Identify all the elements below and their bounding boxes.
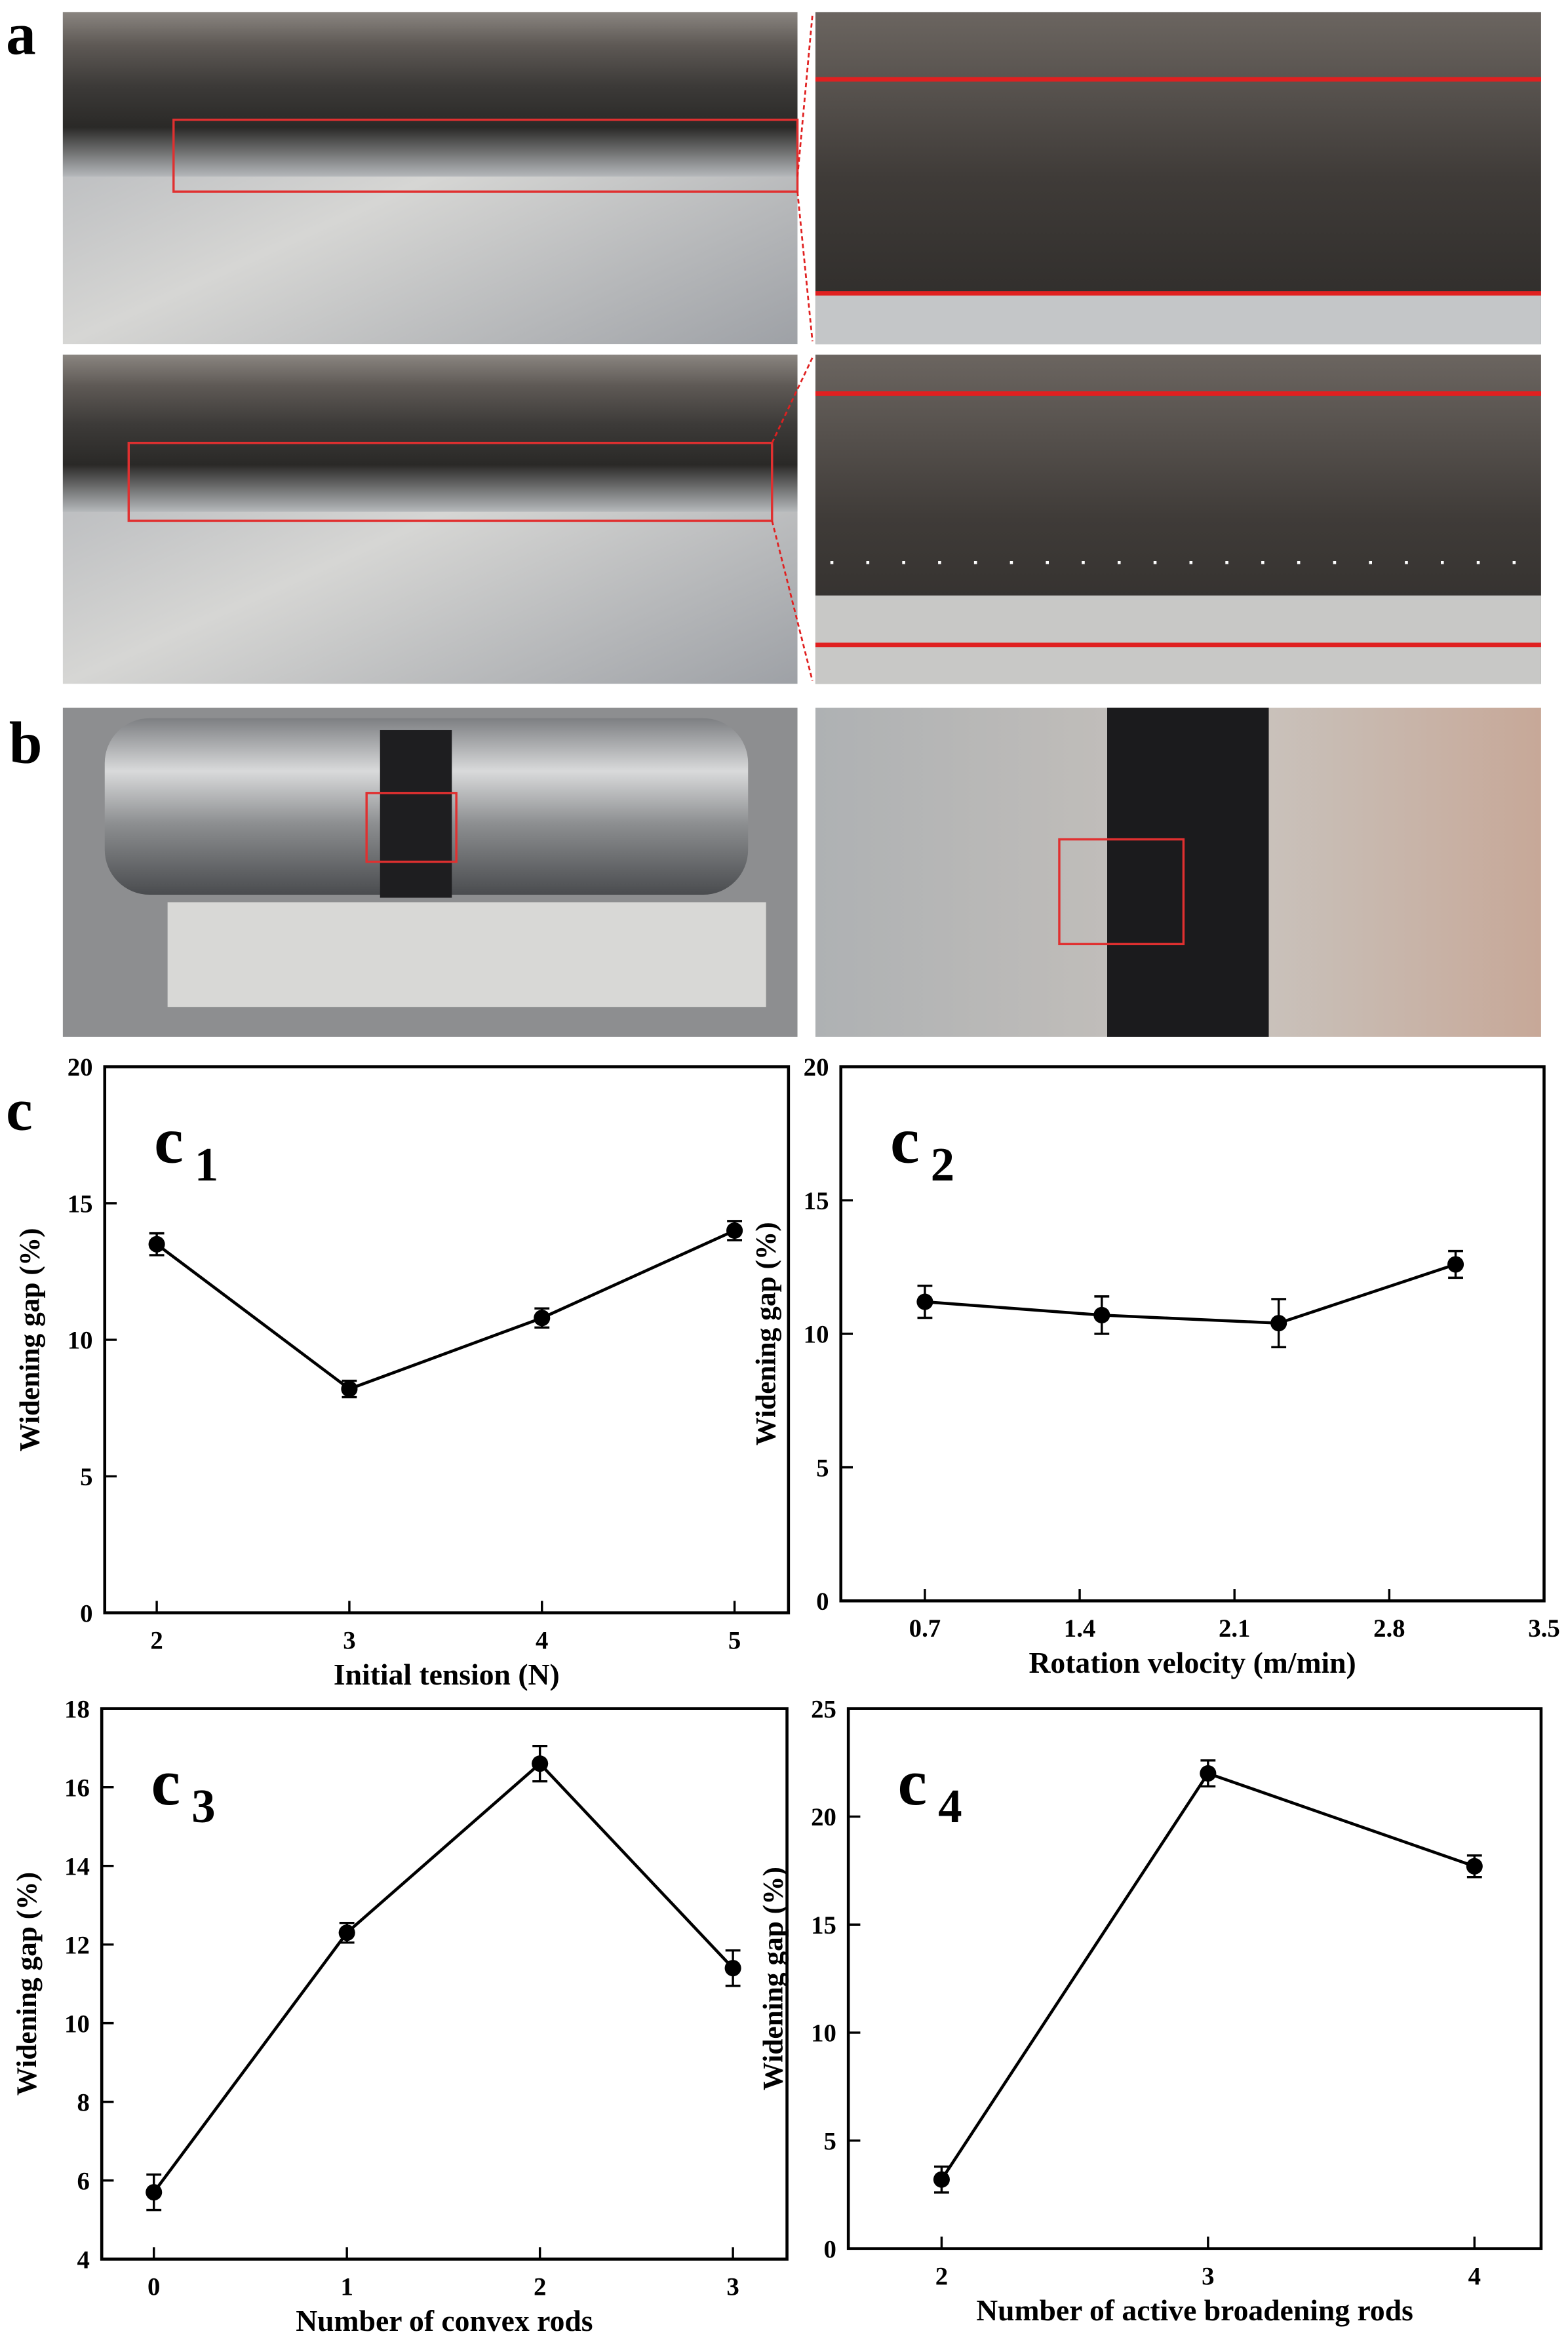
y-tick-label: 5 [823, 2128, 836, 2156]
panel-title-subscript: 2 [931, 1138, 955, 1191]
panel-label: b [9, 710, 43, 776]
panel-title-subscript: 1 [195, 1138, 219, 1191]
data-point [1447, 1256, 1464, 1273]
x-tick-label: 2.8 [1373, 1614, 1405, 1643]
x-tick-label: 0 [147, 2272, 160, 2301]
panel-title-subscript: 4 [938, 1780, 962, 1833]
plot-frame [103, 1065, 791, 1614]
plot-frame [100, 1707, 789, 2261]
y-tick-label: 18 [64, 1695, 90, 1723]
y-axis-title: Widening gap (%) [750, 1222, 781, 1445]
x-tick-label: 2.1 [1219, 1614, 1251, 1643]
panel-title: c [890, 1104, 920, 1177]
x-tick-label: 1.4 [1064, 1614, 1095, 1643]
data-point [148, 1236, 165, 1253]
y-axis-title: Widening gap (%) [11, 1872, 43, 2096]
y-tick-label: 0 [816, 1588, 829, 1616]
data-point [1270, 1315, 1287, 1332]
data-line [924, 1262, 1457, 1325]
y-tick-label: 5 [80, 1463, 92, 1491]
x-tick-label: 3.5 [1528, 1614, 1560, 1643]
panel-title: c [154, 1104, 184, 1177]
x-tick-label: 3 [726, 2272, 739, 2301]
x-tick-label: 3 [343, 1626, 355, 1654]
x-tick-label: 1 [340, 2272, 353, 2301]
x-axis-title: Initial tension (N) [334, 1658, 560, 1691]
panel-label: c [6, 1076, 33, 1142]
x-tick-label: 2 [935, 2262, 948, 2290]
y-tick-label: 8 [77, 2088, 90, 2116]
y-tick-label: 12 [64, 1931, 90, 1959]
data-point [1466, 1858, 1483, 1875]
data-point [146, 2184, 163, 2201]
data-line [155, 1229, 735, 1391]
y-tick-label: 10 [804, 1321, 829, 1349]
x-axis-title: Rotation velocity (m/min) [1029, 1646, 1356, 1679]
data-point [1200, 1765, 1217, 1782]
y-tick-label: 16 [64, 1774, 90, 1802]
data-point [724, 1960, 741, 1977]
data-line [152, 1761, 734, 2193]
y-tick-label: 15 [804, 1187, 829, 1215]
x-axis-title: Number of active broadening rods [976, 2293, 1413, 2327]
x-tick-label: 5 [728, 1626, 741, 1654]
y-tick-label: 15 [68, 1190, 93, 1218]
panel-title-subscript: 3 [191, 1780, 216, 1833]
x-tick-label: 3 [1202, 2262, 1214, 2290]
y-tick-label: 6 [77, 2167, 90, 2195]
x-tick-label: 0.7 [909, 1614, 941, 1643]
y-tick-label: 20 [811, 1803, 836, 1831]
photo-a [62, 12, 1541, 684]
y-tick-label: 0 [823, 2235, 836, 2263]
data-point [341, 1380, 358, 1397]
x-tick-label: 2 [534, 2272, 546, 2301]
y-tick-label: 25 [811, 1695, 836, 1723]
y-tick-label: 4 [77, 2246, 90, 2274]
panel-title: c [897, 1746, 927, 1819]
panel-title: c [151, 1746, 181, 1819]
plot-frame [839, 1065, 1546, 1603]
y-tick-label: 10 [64, 2010, 90, 2038]
data-point [916, 1293, 933, 1310]
y-tick-label: 5 [816, 1454, 829, 1482]
y-tick-label: 14 [64, 1852, 90, 1881]
x-tick-label: 4 [536, 1626, 548, 1654]
y-tick-label: 10 [68, 1327, 93, 1355]
data-point [532, 1755, 549, 1772]
data-point [933, 2171, 950, 2188]
x-tick-label: 4 [1468, 2262, 1481, 2290]
data-point [338, 1924, 355, 1941]
data-point [1093, 1306, 1110, 1323]
panel-label: a [6, 1, 36, 67]
photo-b [62, 707, 1541, 1037]
x-axis-title: Number of convex rods [296, 2304, 593, 2337]
x-tick-label: 2 [150, 1626, 163, 1654]
y-tick-label: 20 [68, 1053, 93, 1082]
data-point [534, 1310, 551, 1327]
y-axis-title: Widening gap (%) [758, 1867, 789, 2090]
y-tick-label: 20 [804, 1053, 829, 1082]
y-tick-label: 10 [811, 2019, 836, 2048]
data-point [726, 1222, 743, 1239]
y-tick-label: 0 [80, 1599, 92, 1628]
plot-frame [846, 1707, 1543, 2250]
y-axis-title: Widening gap (%) [14, 1228, 45, 1451]
y-tick-label: 15 [811, 1911, 836, 1940]
